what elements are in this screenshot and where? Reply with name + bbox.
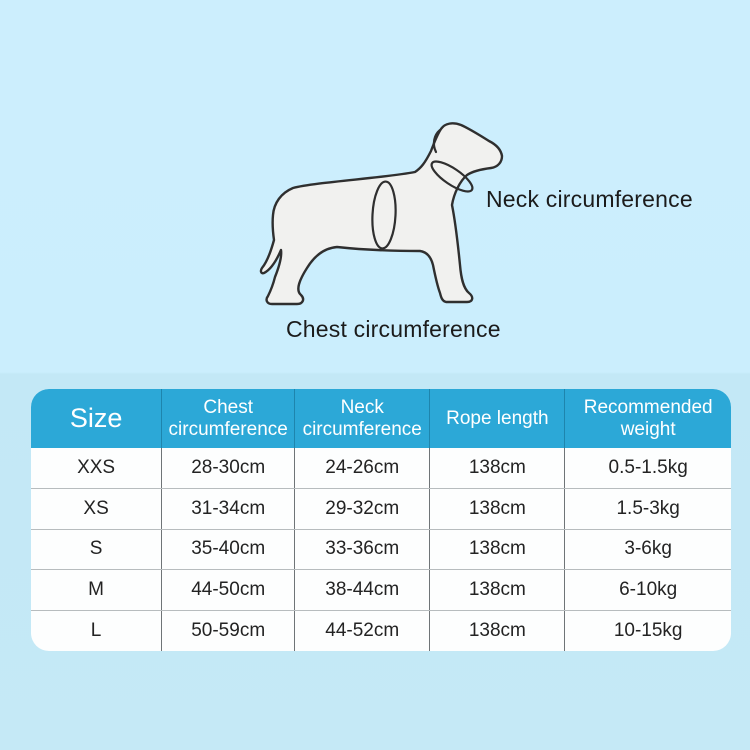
chest-measure-ring [371, 180, 397, 250]
size-cell: M [88, 579, 104, 601]
neck-measure-ring [430, 160, 474, 193]
chest-cell: 50-59cm [161, 611, 294, 651]
weight-cell: 0.5-1.5kg [564, 448, 731, 488]
neck-circumference-label: Neck circumference [486, 186, 693, 212]
size-cell: XS [83, 497, 109, 519]
table-row: XXS 28-30cm 24-26cm 138cm 0.5-1.5kg [31, 448, 731, 488]
size-cell: XXS [77, 456, 116, 478]
size-table-body: XXS 28-30cm 24-26cm 138cm 0.5-1.5kg XS 31-34cm… [31, 448, 731, 651]
table-row: L 50-59cm 44-52cm 138cm 10-15kg [31, 610, 731, 651]
neck-cell: 44-52cm [294, 611, 429, 651]
size-table-header: Size Chest circumference Neck circumfere… [31, 389, 731, 448]
weight-cell: 3-6kg [564, 529, 731, 570]
rope-cell: 138cm [429, 488, 564, 529]
header-size: Size [69, 403, 123, 434]
chest-circumference-label: Chest circumference [286, 316, 501, 342]
chest-cell: 44-50cm [161, 570, 294, 611]
neck-cell: 33-36cm [294, 529, 429, 570]
weight-cell: 1.5-3kg [564, 488, 731, 529]
size-cell: L [90, 620, 102, 642]
header-rope-length: Rope length [429, 389, 564, 448]
rope-cell: 138cm [429, 529, 564, 570]
table-row: S 35-40cm 33-36cm 138cm 3-6kg [31, 528, 731, 570]
chest-cell: 31-34cm [161, 488, 294, 529]
rope-cell: 138cm [429, 448, 564, 488]
weight-cell: 10-15kg [564, 611, 731, 651]
table-row: XS 31-34cm 29-32cm 138cm 1.5-3kg [31, 487, 731, 529]
table-row: M 44-50cm 38-44cm 138cm 6-10kg [31, 569, 731, 611]
dog-diagram [255, 105, 510, 317]
dog-silhouette [259, 122, 504, 306]
neck-cell: 29-32cm [294, 488, 429, 529]
header-neck-circumference: Neck circumference [294, 389, 429, 448]
chest-cell: 28-30cm [161, 448, 294, 488]
neck-cell: 24-26cm [294, 448, 429, 488]
chest-cell: 35-40cm [161, 529, 294, 570]
rope-cell: 138cm [429, 611, 564, 651]
header-recommended-weight: Recommended weight [564, 389, 731, 448]
weight-cell: 6-10kg [564, 570, 731, 611]
dog-ear-icon [432, 128, 442, 154]
neck-cell: 38-44cm [294, 570, 429, 611]
size-cell: S [89, 538, 103, 560]
header-chest-circumference: Chest circumference [161, 389, 294, 448]
size-table: Size Chest circumference Neck circumfere… [31, 389, 731, 651]
dog-illustration [259, 122, 504, 306]
rope-cell: 138cm [429, 570, 564, 611]
